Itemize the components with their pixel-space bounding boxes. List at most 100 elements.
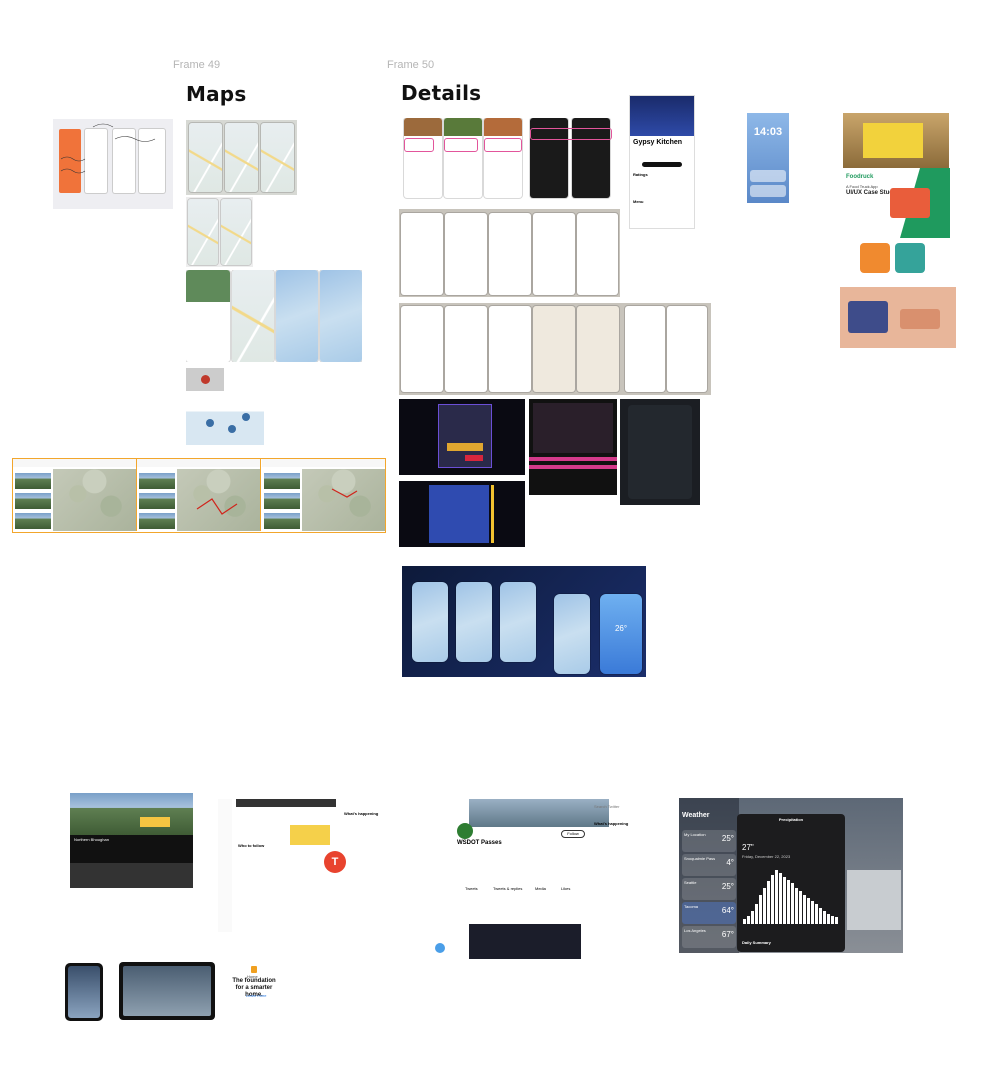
- gypsy-kitchen-screen[interactable]: Gypsy Kitchen Ratings Menu: [630, 96, 694, 228]
- trail-page-1: [13, 459, 137, 531]
- precip-bar: [803, 894, 806, 924]
- precip-bar: [743, 919, 746, 924]
- coffee-phones-row[interactable]: [399, 303, 711, 395]
- precip-bar: [767, 881, 770, 924]
- precip-bar: [747, 915, 750, 924]
- truck-illustration-pink[interactable]: [840, 287, 956, 348]
- foodruck-cover[interactable]: Foodruck A Food Truck App UI/UX Case Stu…: [840, 168, 950, 238]
- profile-banner: [469, 799, 609, 827]
- food-truck-photo[interactable]: [843, 113, 949, 168]
- twitter-profile[interactable]: Follow WSDOT Passes Search Twitter What'…: [435, 799, 668, 959]
- weather-phone-4: [554, 594, 590, 674]
- precip-bar: [811, 901, 814, 924]
- lock-screen[interactable]: 14:03: [747, 113, 789, 203]
- flight-phone-3: [276, 270, 318, 362]
- detail-phone-sketch: [139, 129, 165, 193]
- avatar-pin-icon: [242, 413, 250, 421]
- highlight-box: [404, 138, 434, 152]
- follow-button[interactable]: Follow: [561, 830, 585, 838]
- user-badge[interactable]: T: [324, 851, 346, 873]
- avatar-pin-icon: [228, 425, 236, 433]
- city-card[interactable]: Snoqualmie Pass 4°: [682, 854, 736, 876]
- learn-more-link[interactable]: Learn more: [246, 993, 267, 998]
- weather-temp: 26°: [614, 624, 628, 633]
- city-card[interactable]: My Location 25°: [682, 830, 736, 852]
- tv-app-screens[interactable]: [529, 399, 617, 495]
- annotated-dark-2[interactable]: [399, 481, 525, 547]
- weather-phone-5: 26°: [600, 594, 642, 674]
- daily-summary: Daily Summary: [742, 940, 771, 945]
- weather-map[interactable]: [847, 870, 901, 930]
- annotated-dark-1[interactable]: [399, 399, 525, 475]
- food-phones-row[interactable]: [402, 118, 624, 200]
- foodruck-subtitle: UI/UX Case Study: [846, 190, 897, 196]
- tab-media[interactable]: Media: [535, 886, 546, 891]
- coffee-phone-2: [445, 306, 487, 392]
- weather-phone-2: [456, 582, 492, 662]
- frame-label-50[interactable]: Frame 50: [387, 59, 435, 71]
- frame-label-49[interactable]: Frame 49: [173, 59, 221, 71]
- weather-ipad[interactable]: Weather My Location 25° Snoqualmie Pass …: [679, 798, 903, 953]
- precip-bar: [815, 904, 818, 924]
- music-phone-2: [445, 213, 487, 295]
- music-phone-3: [489, 213, 531, 295]
- order-button[interactable]: [642, 162, 682, 167]
- trends-heading: What's happening: [344, 811, 379, 816]
- precip-bar: [795, 888, 798, 924]
- sketch-screenshot[interactable]: [53, 119, 173, 209]
- precip-bar: [787, 879, 790, 924]
- people-map[interactable]: [186, 397, 264, 445]
- city-card[interactable]: Los Angeles 67°: [682, 926, 736, 948]
- search-input[interactable]: Search Twitter: [594, 804, 620, 809]
- audio-app-screens[interactable]: [620, 399, 700, 505]
- twitter-feed[interactable]: Who to follow T What's happening: [218, 799, 408, 932]
- record-thumbnail[interactable]: [186, 368, 224, 391]
- video-page[interactable]: Northern Bhoughan: [70, 793, 193, 888]
- flight-phone-4: [320, 270, 362, 362]
- precipitation-modal[interactable]: Precipitation 27" Friday, December 22, 2…: [737, 814, 845, 952]
- precip-bar: [807, 897, 810, 924]
- maps-group-3[interactable]: [186, 270, 362, 362]
- home-ipad[interactable]: [119, 962, 215, 1020]
- who-to-follow: Who to follow: [238, 843, 265, 848]
- city-card[interactable]: Tacoma 64°: [682, 902, 736, 924]
- precip-bar: [783, 876, 786, 924]
- home-headline: The foundation for a smarter home.: [232, 978, 276, 998]
- trail-pages-strip[interactable]: [12, 458, 386, 533]
- frame-title-maps: Maps: [186, 82, 247, 106]
- precip-bar: [831, 915, 834, 924]
- record-icon: [201, 375, 210, 384]
- highlight-box: [444, 138, 478, 152]
- precip-bar: [819, 907, 822, 924]
- precip-bar: [835, 917, 838, 924]
- maps-group-2[interactable]: [186, 197, 253, 267]
- map-phone-5: [221, 199, 251, 265]
- home-phone[interactable]: [65, 963, 103, 1021]
- menu-heading: Menu: [633, 199, 644, 204]
- avatar-pin-icon: [206, 419, 214, 427]
- music-phones-row[interactable]: [399, 209, 620, 297]
- music-phone-5: [577, 213, 618, 295]
- notification-card[interactable]: [750, 170, 786, 182]
- precip-bar: [759, 894, 762, 924]
- notification-card[interactable]: [750, 185, 786, 197]
- foodruck-tagline: A Food Truck App: [846, 184, 878, 189]
- tab-replies[interactable]: Tweets & replies: [493, 886, 523, 891]
- food-phone-5: [572, 118, 610, 198]
- weather-phone-1: [412, 582, 448, 662]
- trends-heading: What's happening: [594, 821, 629, 826]
- tab-likes[interactable]: Likes: [561, 886, 571, 891]
- truck-illustrations[interactable]: [840, 238, 950, 288]
- trail-page-3: [262, 459, 385, 531]
- weather-sidebar: [679, 798, 739, 953]
- maps-group-1[interactable]: [186, 120, 297, 195]
- food-phone-4: [530, 118, 568, 198]
- tab-tweets[interactable]: Tweets: [465, 886, 478, 891]
- map-phone-sketch: [85, 129, 107, 193]
- tweet-video[interactable]: [469, 924, 581, 959]
- weather-phones-collage[interactable]: 26°: [402, 566, 646, 677]
- compose-icon[interactable]: [435, 943, 445, 953]
- city-card[interactable]: Seattle 25°: [682, 878, 736, 900]
- frame-title-details: Details: [401, 81, 482, 105]
- music-phone-1: [401, 213, 443, 295]
